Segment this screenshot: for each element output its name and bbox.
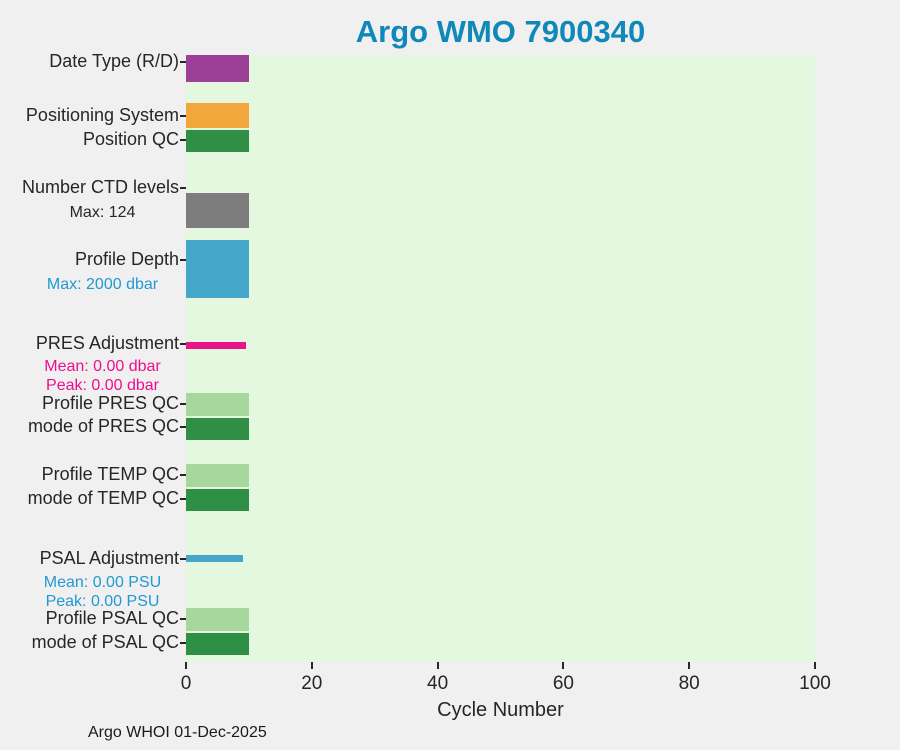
mode-of-temp-qc-bar: [186, 489, 249, 511]
chart-title: Argo WMO 7900340: [355, 14, 646, 49]
mode-of-pres-qc-bar: [186, 418, 249, 440]
mode-of-pres-qc-label: mode of PRES QC: [27, 416, 179, 437]
date-type-label: Date Type (R/D): [49, 51, 179, 72]
pres-adjustment-peak-label: Peak: 0.00 dbar: [46, 377, 159, 395]
x-tick-label-100: 100: [799, 673, 831, 694]
date-type-ytick: [180, 61, 186, 63]
x-axis-title: Cycle Number: [437, 699, 564, 721]
pres-adjustment-label: PRES Adjustment: [35, 333, 179, 354]
num-ctd-levels-max-bar: [186, 193, 249, 228]
psal-adjustment-mean-label: Mean: 0.00 PSU: [43, 574, 162, 592]
profile-depth-bar: [186, 240, 249, 298]
position-qc-bar: [186, 130, 249, 152]
x-tick-0: [185, 662, 187, 669]
x-tick-60: [562, 662, 565, 669]
profile-psal-qc-bar: [186, 608, 249, 631]
num-ctd-levels-ytick: [180, 187, 186, 189]
date-type-bar: [186, 55, 249, 82]
x-tick-40: [436, 662, 439, 669]
x-tick-80: [688, 662, 691, 669]
positioning-system-bar: [186, 103, 249, 128]
position-qc-label: Position QC: [82, 129, 179, 150]
profile-temp-qc-label: Profile TEMP QC: [41, 464, 179, 485]
profile-depth-label: Profile Depth: [74, 249, 179, 270]
profile-pres-qc-ytick: [180, 403, 186, 405]
positioning-system-label: Positioning System: [25, 105, 179, 126]
x-tick-label-0: 0: [180, 673, 192, 694]
num-ctd-levels-max-label: Max: 124: [69, 204, 136, 222]
x-tick-20: [310, 662, 313, 669]
profile-psal-qc-ytick: [180, 618, 186, 620]
profile-temp-qc-ytick: [180, 474, 186, 476]
psal-adjustment-ytick: [180, 558, 186, 560]
plot-area: [186, 55, 815, 662]
mode-of-psal-qc-bar: [186, 633, 249, 655]
profile-psal-qc-label: Profile PSAL QC: [45, 608, 179, 629]
profile-pres-qc-label: Profile PRES QC: [41, 393, 179, 414]
pres-adjustment-bar: [186, 342, 246, 349]
pres-adjustment-mean-label: Mean: 0.00 dbar: [44, 358, 161, 376]
profile-depth-ytick: [180, 259, 186, 261]
x-tick-label-60: 60: [552, 673, 574, 694]
x-tick-label-80: 80: [678, 673, 700, 694]
x-tick-label-20: 20: [301, 673, 323, 694]
positioning-system-ytick: [180, 115, 186, 117]
footer-credit: Argo WHOI 01-Dec-2025: [88, 724, 267, 741]
mode-of-psal-qc-ytick: [180, 642, 186, 644]
mode-of-psal-qc-label: mode of PSAL QC: [31, 632, 179, 653]
psal-adjustment-bar: [186, 555, 243, 562]
position-qc-ytick: [180, 139, 186, 141]
pres-adjustment-ytick: [180, 343, 186, 345]
psal-adjustment-peak-label: Peak: 0.00 PSU: [45, 593, 160, 611]
x-tick-label-40: 40: [427, 673, 449, 694]
num-ctd-levels-label: Number CTD levels: [21, 177, 179, 198]
profile-temp-qc-bar: [186, 464, 249, 487]
profile-pres-qc-bar: [186, 393, 249, 416]
mode-of-pres-qc-ytick: [180, 426, 186, 428]
mode-of-temp-qc-ytick: [180, 498, 186, 500]
profile-depth-max-label: Max: 2000 dbar: [46, 276, 159, 294]
mode-of-temp-qc-label: mode of TEMP QC: [27, 488, 179, 509]
psal-adjustment-label: PSAL Adjustment: [39, 548, 179, 569]
x-tick-100: [814, 662, 816, 669]
